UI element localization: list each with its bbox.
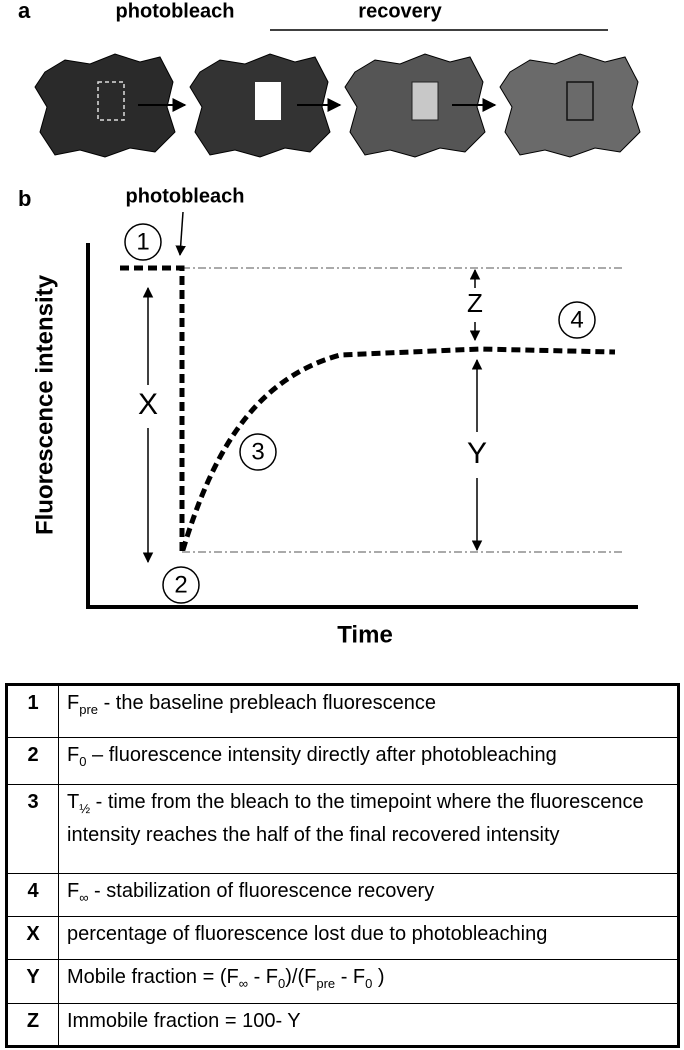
axes (86, 243, 638, 609)
row-key: 3 (6, 784, 59, 874)
marker-label: 3 (251, 438, 264, 465)
y-label: Y (467, 437, 487, 470)
subscript: ∞ (238, 976, 249, 991)
row-description: T½ - time from the bleach to the timepoi… (58, 784, 679, 874)
row-description: F∞ - stabilization of fluorescence recov… (58, 873, 679, 917)
table-row: 3 T½ - time from the bleach to the timepo… (6, 784, 679, 874)
row-description: Fpre - the baseline prebleach fluorescen… (58, 684, 679, 738)
text: - F (248, 966, 279, 988)
text: - time from the bleach to the timepoint … (67, 791, 644, 846)
row-key: 4 (6, 873, 59, 917)
reference-lines (182, 267, 622, 553)
table-row: Y Mobile fraction = (F∞ - F0)/(Fpre - F0 … (6, 959, 679, 1004)
row-description: percentage of fluorescence lost due to p… (58, 916, 679, 960)
row-key: Z (6, 1003, 59, 1047)
x-label: X (138, 388, 158, 421)
text: F (67, 880, 80, 902)
row-key: 1 (6, 684, 59, 738)
row-key: Y (6, 959, 59, 1004)
text: - F (335, 966, 366, 988)
text: T (67, 791, 80, 813)
text: - stabilization of fluorescence recovery (88, 880, 435, 902)
text: - the baseline prebleach fluorescence (98, 692, 437, 714)
z-label: Z (467, 288, 483, 318)
marker-label: 1 (136, 228, 149, 255)
recovery-curve (120, 265, 616, 554)
row-key: 2 (6, 737, 59, 785)
legend-table: 1 Fpre - the baseline prebleach fluoresce… (5, 683, 680, 1048)
subscript: ½ (79, 801, 91, 816)
arrow (175, 211, 186, 257)
markers (124, 223, 596, 604)
panel-label: b (18, 186, 31, 211)
subscript: 0 (365, 976, 373, 991)
subscript: ∞ (79, 890, 89, 905)
table-row: 4 F∞ - stabilization of fluorescence reco… (6, 873, 679, 917)
row-key: X (6, 916, 59, 960)
panel-label: a (18, 0, 31, 23)
row-description: F0 – fluorescence intensity directly aft… (58, 737, 679, 785)
y-axis-label: Fluorescence intensity (31, 274, 58, 535)
cells (34, 53, 641, 158)
text: Immobile fraction = 100- Y (67, 1010, 301, 1032)
text: )/(F (285, 966, 317, 988)
text: – fluorescence intensity directly after … (86, 744, 557, 766)
text: F (67, 692, 80, 714)
row-description: Mobile fraction = (F∞ - F0)/(Fpre - F0 ) (58, 959, 679, 1004)
row-description: Immobile fraction = 100- Y (58, 1003, 679, 1047)
figure: a photobleach recovery b photobleach Flu… (18, 0, 641, 648)
marker-label: 4 (570, 306, 583, 333)
table-row: Z Immobile fraction = 100- Y (6, 1003, 679, 1047)
text: F (67, 744, 80, 766)
text: ) (372, 966, 385, 988)
photobleach-label: photobleach (116, 0, 235, 22)
recovery-label: recovery (358, 0, 442, 22)
photobleach-label: photobleach (126, 185, 245, 207)
subscript: pre (316, 976, 336, 991)
text: Mobile fraction = (F (67, 966, 239, 988)
x-axis-label: Time (337, 621, 393, 648)
table-row: 1 Fpre - the baseline prebleach fluoresce… (6, 684, 679, 738)
subscript: 0 (79, 754, 87, 769)
measure-arrows (142, 268, 483, 564)
text: percentage of fluorescence lost due to p… (67, 923, 548, 945)
subscript: 0 (278, 976, 286, 991)
table-row: 2 F0 – fluorescence intensity directly af… (6, 737, 679, 785)
subscript: pre (79, 702, 99, 717)
marker-label: 2 (174, 571, 187, 598)
